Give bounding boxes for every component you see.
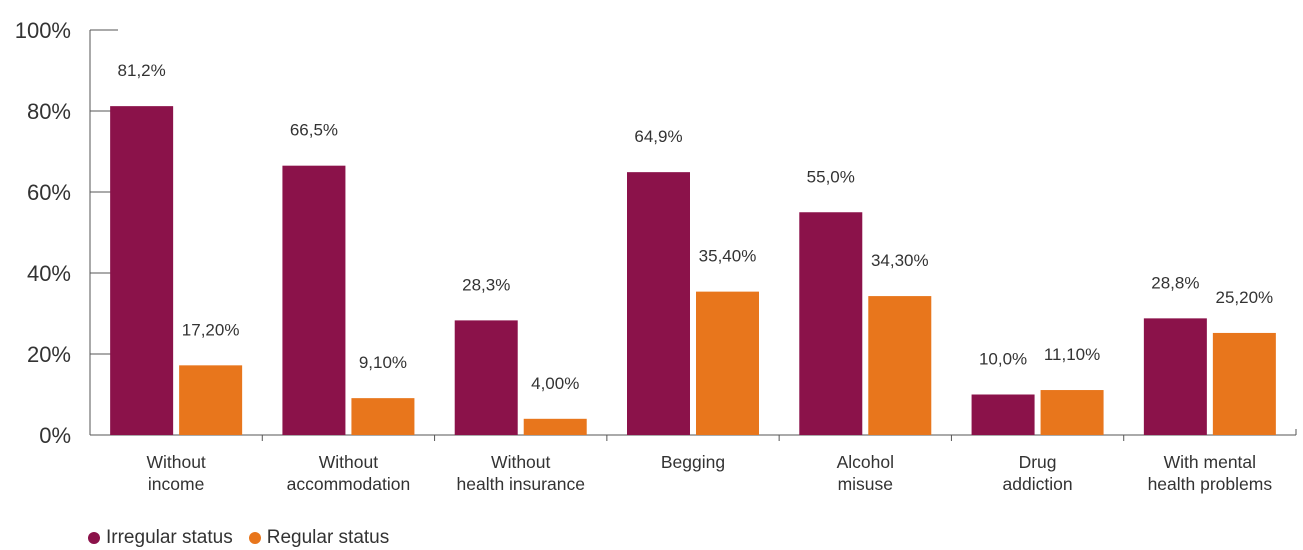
data-label-irregular: 28,3%	[462, 275, 510, 294]
category-labels: WithoutincomeWithoutaccommodationWithout…	[146, 452, 1272, 494]
bar-regular	[696, 291, 759, 435]
category-label: income	[148, 474, 204, 494]
category-label: Without	[146, 452, 205, 472]
legend-item-regular: Regular status	[248, 527, 390, 549]
data-label-regular: 17,20%	[182, 320, 240, 339]
data-label-regular: 9,10%	[359, 353, 407, 372]
bar-regular	[1040, 390, 1104, 435]
bar-regular	[1212, 332, 1276, 435]
category-label: Alcohol	[837, 452, 894, 472]
legend-label-irregular: Irregular status	[106, 527, 233, 548]
data-label-irregular: 55,0%	[807, 167, 855, 186]
y-tick-label: 80%	[27, 99, 71, 124]
data-label-irregular: 10,0%	[979, 350, 1027, 369]
bar-irregular	[110, 106, 174, 435]
legend-dot-irregular	[88, 532, 100, 544]
y-tick-label: 60%	[27, 180, 71, 205]
bar-irregular	[1143, 318, 1207, 435]
y-tick-label: 0%	[39, 423, 71, 448]
y-tick-label: 40%	[27, 261, 71, 286]
data-labels: 81,2% 17,20% 66,5% 9,10% 28,3% 4,00% 64,9% 35,4…	[118, 61, 1274, 393]
data-label-regular: 25,20%	[1216, 288, 1274, 307]
data-label-regular: 34,30%	[871, 251, 929, 270]
category-label: health problems	[1148, 474, 1273, 494]
chart-bars	[110, 106, 1276, 436]
bar-regular	[523, 418, 587, 435]
data-label-irregular: 81,2%	[118, 61, 166, 80]
data-label-irregular: 66,5%	[290, 121, 338, 140]
bar-irregular	[971, 394, 1035, 435]
category-label: misuse	[838, 474, 893, 494]
data-label-irregular: 64,9%	[634, 127, 682, 146]
bar-regular	[179, 365, 243, 435]
data-label-regular: 35,40%	[699, 247, 757, 266]
bar-irregular	[799, 212, 863, 435]
category-label: accommodation	[287, 474, 411, 494]
chart-legend: Irregular status Regular status	[88, 527, 405, 549]
y-tick-label: 100%	[15, 18, 71, 43]
bar-irregular	[454, 320, 518, 435]
bar-regular	[351, 398, 415, 435]
category-label: health insurance	[457, 474, 585, 494]
legend-dot-regular	[248, 532, 261, 544]
data-label-regular: 4,00%	[531, 374, 579, 393]
category-label: Drug	[1019, 452, 1057, 472]
bar-regular	[868, 296, 932, 435]
legend-item-irregular: Irregular status	[88, 527, 233, 549]
bar-irregular	[282, 165, 346, 436]
data-label-regular: 11,10%	[1044, 345, 1100, 364]
data-label-irregular: 28,8%	[1151, 273, 1199, 292]
bar-chart: 0% 20% 40% 60% 80% 100% 81,2% 17,20% 66,5% 9,10%…	[15, 18, 1297, 494]
y-axis-ticks: 0% 20% 40% 60% 80% 100%	[15, 18, 118, 448]
legend-label-regular: Regular status	[266, 527, 390, 548]
category-label: Begging	[661, 452, 725, 472]
chart-axes	[89, 30, 1297, 441]
category-label: Without	[319, 452, 378, 472]
category-label: Without	[491, 452, 550, 472]
category-label: addiction	[1003, 474, 1073, 494]
bar-irregular	[627, 172, 690, 435]
category-label: With mental	[1164, 452, 1256, 472]
y-tick-label: 20%	[27, 342, 71, 367]
